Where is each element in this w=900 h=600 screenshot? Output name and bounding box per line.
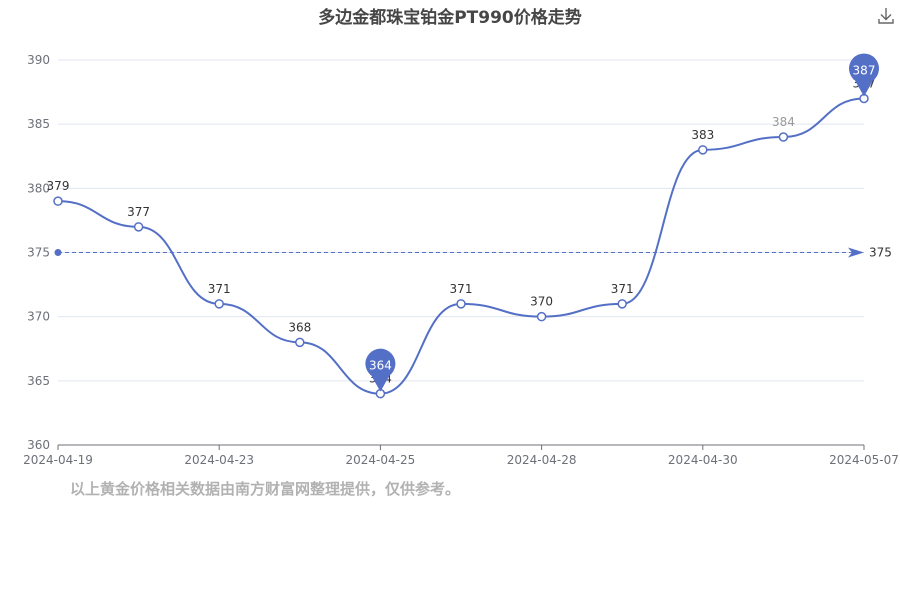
- data-point: [53, 196, 63, 206]
- average-label: 375: [869, 246, 892, 260]
- average-start-dot: [54, 249, 62, 256]
- x-tick-label: 2024-04-23: [184, 453, 254, 467]
- data-point: [698, 145, 708, 155]
- data-point: [536, 311, 547, 322]
- y-tick-label: 380: [27, 181, 50, 195]
- data-label: 370: [530, 295, 553, 309]
- x-tick-label: 2024-05-07: [829, 453, 899, 467]
- data-label: 379: [47, 179, 70, 193]
- download-icon[interactable]: [876, 6, 896, 26]
- x-tick-label: 2024-04-19: [23, 453, 93, 467]
- data-label: 383: [691, 128, 714, 142]
- y-tick-label: 375: [27, 246, 50, 260]
- y-tick-label: 390: [27, 53, 50, 67]
- y-tick-label: 360: [27, 438, 50, 452]
- data-label: 384: [772, 115, 795, 129]
- data-point: [778, 132, 789, 142]
- x-tick-label: 2024-04-30: [668, 453, 738, 467]
- series-line: [57, 97, 865, 395]
- data-label: 368: [288, 320, 311, 334]
- data-point: [295, 337, 305, 348]
- x-tick-label: 2024-04-28: [507, 453, 577, 467]
- data-point: [133, 222, 144, 232]
- chart-title: 多边金都珠宝铂金PT990价格走势: [318, 8, 582, 28]
- min-marker-label: 364: [369, 359, 392, 373]
- data-point: [617, 299, 627, 309]
- data-label: 371: [611, 282, 634, 296]
- footnote: 以上黄金价格相关数据由南方财富网整理提供，仅供参考。: [70, 480, 461, 498]
- y-tick-label: 385: [27, 117, 50, 131]
- data-point: [456, 299, 466, 309]
- data-label: 371: [450, 282, 473, 296]
- average-arrow: [848, 247, 864, 258]
- data-label: 377: [127, 205, 150, 219]
- min-marker: [365, 348, 396, 392]
- data-label: 371: [208, 282, 231, 296]
- max-marker: [849, 53, 880, 97]
- max-marker-label: 387: [853, 64, 876, 78]
- y-tick-label: 365: [27, 374, 50, 388]
- data-point: [214, 299, 224, 309]
- x-tick-label: 2024-04-25: [346, 453, 416, 467]
- y-tick-label: 370: [27, 310, 50, 324]
